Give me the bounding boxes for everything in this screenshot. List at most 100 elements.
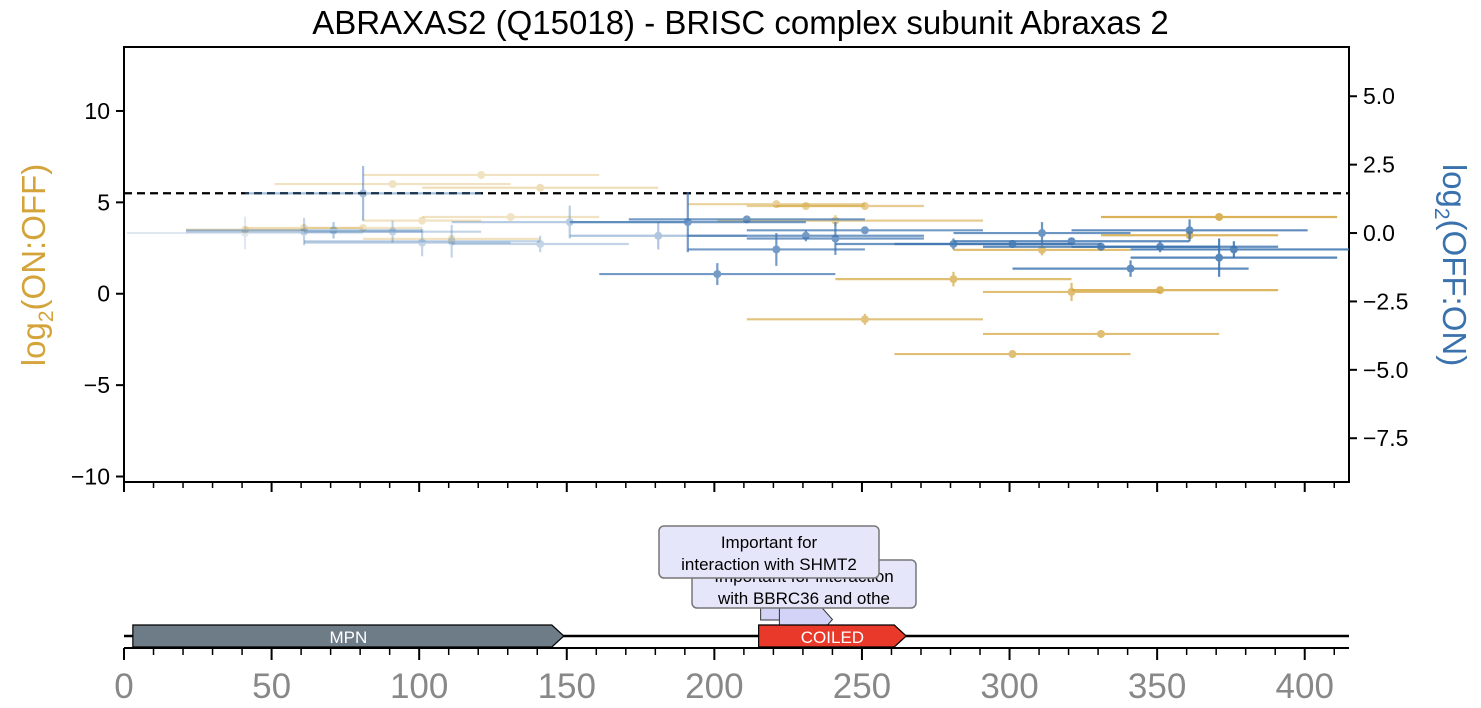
data-point — [447, 237, 456, 246]
data-point-group — [422, 212, 600, 221]
track-xtick-label: 300 — [980, 667, 1038, 706]
track-xtick-label: 100 — [390, 667, 448, 706]
plot-frame — [123, 46, 1350, 483]
data-point-group — [422, 183, 659, 192]
data-point-group — [363, 216, 482, 225]
data-point-group — [953, 237, 1190, 246]
track-xtick-label: 0 — [114, 667, 133, 706]
data-point — [536, 239, 545, 248]
right-ytick-label: −2.5 — [1363, 288, 1408, 314]
data-point-group — [1071, 219, 1308, 242]
data-point — [860, 315, 869, 324]
data-point-group — [185, 225, 305, 234]
domain-label: COILED — [801, 628, 864, 647]
data-point-group — [746, 313, 983, 325]
data-point — [300, 227, 309, 236]
data-point-group — [835, 271, 1072, 287]
data-point — [1067, 237, 1076, 246]
data-point — [1038, 245, 1047, 254]
data-point-group — [304, 220, 482, 243]
data-point-group — [628, 215, 865, 224]
data-point — [949, 275, 958, 284]
data-point — [1008, 350, 1017, 359]
data-point — [300, 223, 309, 232]
data-point-group — [1130, 241, 1349, 258]
data-point — [329, 226, 338, 235]
data-point — [359, 223, 368, 232]
data-point-group — [185, 217, 423, 246]
data-point — [1229, 245, 1238, 254]
data-point — [241, 225, 250, 234]
data-point — [388, 227, 397, 236]
data-point-group — [599, 263, 836, 286]
data-point — [506, 212, 515, 221]
left-ytick-label: 0 — [97, 281, 110, 307]
data-point — [860, 202, 869, 211]
data-point-group — [776, 202, 924, 211]
domain-track: 0 50 100 150 200 250 300 350 400 MPN COILED Importa… — [114, 525, 1349, 706]
data-point — [654, 231, 663, 240]
track-xtick-label: 400 — [1276, 667, 1334, 706]
data-point-group — [1101, 212, 1338, 221]
data-point — [742, 215, 751, 224]
data-point — [1215, 212, 1224, 221]
data-point — [772, 245, 781, 254]
data-point — [447, 234, 456, 243]
data-point — [860, 226, 869, 235]
region-label-shmt2-box — [658, 525, 880, 579]
right-ytick-label: −7.5 — [1363, 425, 1408, 451]
data-point-group — [304, 223, 423, 232]
data-point-group — [126, 216, 364, 250]
domain-label: MPN — [329, 628, 367, 647]
right-ytick-label: 0.0 — [1363, 220, 1395, 246]
data-point — [418, 238, 427, 247]
data-point — [1038, 229, 1047, 238]
data-point — [241, 229, 250, 238]
data-layer — [124, 166, 1349, 359]
data-point-group — [245, 166, 482, 221]
track-xtick-label: 150 — [538, 667, 596, 706]
left-ytick-label: 10 — [84, 98, 110, 124]
domain-mpn — [132, 624, 565, 648]
left-ytick-label: −10 — [71, 464, 110, 490]
data-point — [359, 189, 368, 198]
data-point-group — [982, 282, 1161, 302]
right-ytick-label: −5.0 — [1363, 357, 1408, 383]
data-point-group — [274, 180, 511, 189]
data-point-group — [746, 222, 924, 255]
data-point — [388, 180, 397, 189]
track-xtick-label: 250 — [833, 667, 891, 706]
data-point-group — [185, 222, 423, 239]
data-point — [831, 234, 840, 243]
domain-coiled — [758, 624, 908, 648]
data-point — [713, 270, 722, 279]
data-point-group — [304, 228, 511, 257]
data-point — [1156, 286, 1165, 295]
data-point-group — [1071, 286, 1279, 295]
data-point-group — [363, 170, 600, 179]
data-point-group — [363, 234, 541, 243]
data-point — [1126, 264, 1135, 273]
data-point — [1215, 253, 1224, 262]
track-xtick-label: 350 — [1128, 667, 1186, 706]
data-point-group — [245, 223, 364, 232]
region-label-shmt2-text: interaction with SHMT2 — [681, 555, 857, 574]
track-xtick-label: 50 — [252, 667, 291, 706]
left-ytick-label: −5 — [84, 372, 110, 398]
data-point — [1097, 329, 1106, 338]
chart-title: ABRAXAS2 (Q15018) - BRISC complex subuni… — [312, 4, 1169, 41]
data-point — [477, 170, 486, 179]
data-point-group — [304, 224, 541, 258]
data-point-group — [982, 329, 1220, 338]
right-axis-label: log2(OFF:ON) — [1430, 164, 1473, 366]
data-point-group — [717, 215, 983, 227]
data-point-group — [894, 350, 1131, 359]
right-ytick-label: 2.5 — [1363, 152, 1395, 178]
data-point — [1185, 226, 1194, 235]
right-ytick-label: 5.0 — [1363, 83, 1395, 109]
axes-layer: 10 5 0 −5 −10 5.0 2.5 0.0 −2.5 −5.0 −7.5 log2(ON:OF… — [15, 46, 1473, 492]
data-point — [536, 183, 545, 192]
data-point — [418, 216, 427, 225]
